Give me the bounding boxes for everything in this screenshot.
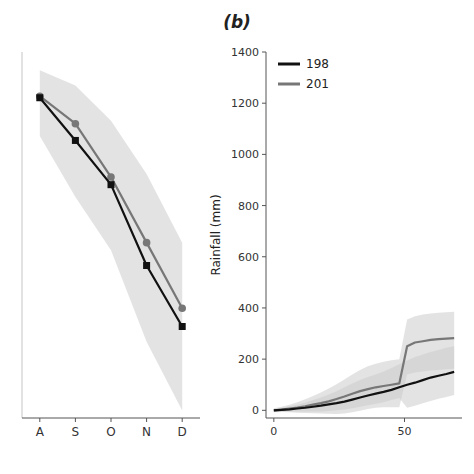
legend: 198201: [278, 57, 329, 91]
x-tick-label: O: [106, 425, 115, 439]
y-tick: [262, 103, 266, 104]
x-axis: [266, 418, 462, 419]
x-tick: [273, 418, 274, 422]
x-tick-label: A: [36, 425, 45, 439]
x-tick-label: 0: [270, 425, 277, 438]
y-axis: [266, 52, 267, 418]
y-tick: [262, 359, 266, 360]
marker: [72, 137, 79, 144]
marker: [143, 239, 151, 247]
y-tick-label: 600: [238, 251, 259, 264]
marker: [178, 304, 186, 312]
legend-swatch: [278, 83, 300, 86]
x-tick-label: N: [142, 425, 151, 439]
line: [274, 338, 454, 410]
line: [274, 372, 454, 410]
band: [40, 70, 182, 410]
y-tick-label: 1200: [231, 97, 259, 110]
y-tick-label: 400: [238, 302, 259, 315]
legend-swatch: [278, 63, 300, 66]
y-tick-label: 200: [238, 353, 259, 366]
x-tick: [39, 418, 40, 422]
x-tick: [146, 418, 147, 422]
line: [40, 98, 182, 327]
marker: [36, 94, 43, 101]
x-tick-label: D: [178, 425, 187, 439]
y-tick: [262, 154, 266, 155]
legend-label: 198: [306, 57, 329, 71]
marker: [72, 120, 80, 128]
marker: [179, 323, 186, 330]
x-tick: [182, 418, 183, 422]
y-tick: [262, 205, 266, 206]
y-tick: [262, 307, 266, 308]
x-tick: [404, 418, 405, 422]
plot-area: [274, 312, 454, 414]
y-tick-label: 800: [238, 200, 259, 213]
x-tick: [111, 418, 112, 422]
y-tick: [262, 52, 266, 53]
y-axis: [22, 52, 23, 418]
band: [274, 312, 454, 414]
line: [40, 96, 182, 308]
x-tick-label: 50: [398, 425, 412, 438]
x-tick-label: S: [72, 425, 80, 439]
y-tick-label: 1000: [231, 148, 259, 161]
chart-root: (b) A S O N D 0 50 0 200 400 600 800 1000 1200 1400 Rain…: [0, 0, 474, 474]
y-tick: [262, 410, 266, 411]
plot-area: [36, 70, 186, 410]
panel: 0 50 0 200 400 600 800 1000 1200 1400 Rainfall (mm…: [209, 46, 462, 438]
marker: [143, 262, 150, 269]
band: [274, 346, 454, 411]
y-tick: [262, 256, 266, 257]
marker: [108, 181, 115, 188]
title: (b): [223, 12, 251, 32]
x-tick: [75, 418, 76, 422]
y-axis-label: Rainfall (mm): [209, 194, 223, 275]
panel: (b) A S O N D: [22, 12, 251, 439]
legend-label: 201: [306, 77, 329, 91]
y-tick-label: 1400: [231, 46, 259, 59]
y-tick-label: 0: [252, 404, 259, 417]
